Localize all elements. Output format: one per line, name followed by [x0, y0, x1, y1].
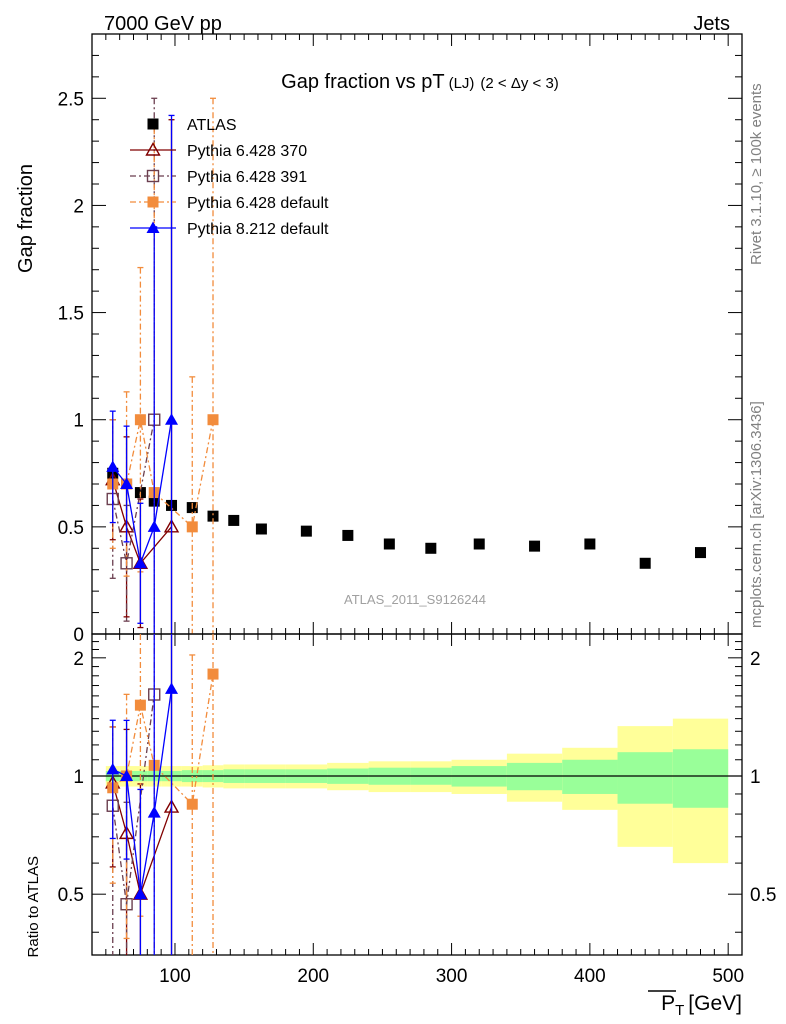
ratio-series-line — [112, 688, 173, 895]
series-point — [207, 414, 219, 426]
atlas-point — [425, 542, 437, 554]
header-right: Jets — [693, 13, 730, 35]
legend-label: Pythia 8.212 default — [187, 221, 329, 238]
x-tick-label: 200 — [297, 966, 329, 987]
ratio-series-0 — [105, 634, 180, 955]
series-point — [134, 414, 146, 426]
watermark: ATLAS_2011_S9126244 — [344, 592, 486, 607]
series-point — [106, 460, 120, 472]
ratio-tick-label: 2 — [73, 649, 84, 670]
legend-label: ATLAS — [187, 117, 237, 134]
legend-marker — [146, 221, 160, 233]
x-tick-label: 100 — [159, 966, 191, 987]
ratio-tick-label-right: 1 — [750, 767, 761, 788]
x-tick-label: 300 — [436, 966, 468, 987]
ratio-band-inner — [617, 752, 673, 804]
y-tick-label: 2 — [73, 196, 84, 217]
atlas-point — [473, 538, 485, 550]
ratio-point — [120, 769, 134, 782]
legend-marker — [147, 196, 159, 208]
x-tick-label: 400 — [574, 966, 606, 987]
ratio-point — [207, 668, 219, 680]
ratio-point — [186, 798, 198, 810]
ratio-band-inner — [672, 749, 729, 808]
series-point — [147, 520, 161, 532]
series-point — [186, 521, 198, 533]
ratio-point — [165, 682, 179, 694]
legend-marker — [146, 169, 160, 183]
atlas-point — [383, 538, 395, 550]
atlas-point — [639, 557, 651, 569]
x-axis-label-unit: [GeV] — [688, 992, 742, 1015]
legend-marker — [147, 118, 159, 130]
legend: ATLAS Pythia 6.428 370 Pythia 6.428 391 Pyt… — [130, 117, 329, 238]
series-point — [120, 557, 133, 570]
atlas-point — [342, 529, 354, 541]
x-axis-label-sub: T — [675, 1002, 684, 1019]
y-tick-label: 0.5 — [58, 518, 84, 539]
ratio-tick-label: 1 — [73, 767, 84, 788]
series-line — [112, 479, 173, 565]
y-axis-label: Gap fraction — [15, 164, 37, 273]
series-line — [112, 419, 214, 529]
x-axis-label: PT [GeV] — [661, 992, 742, 1019]
legend-label: Pythia 6.428 391 — [187, 169, 307, 186]
ratio-y-axis-label: Ratio to ATLAS — [25, 856, 42, 957]
rivet-label: Rivet 3.1.10, ≥ 100k events — [748, 83, 765, 265]
ratio-series-line — [112, 782, 173, 897]
ratio-band-inner — [562, 759, 618, 794]
atlas-point — [228, 514, 240, 526]
y-tick-label: 0 — [73, 625, 84, 646]
y-tick-label: 1.5 — [58, 304, 84, 325]
series-3 — [106, 114, 179, 634]
series-point — [133, 556, 147, 569]
ratio-frame — [91, 633, 743, 956]
ratio-series-1 — [106, 634, 161, 955]
y-tick-label: 2.5 — [58, 89, 84, 110]
ratio-point — [147, 806, 161, 818]
chart-title: Gap fraction vs pT (LJ) (2 < Δy < 3) — [281, 71, 559, 93]
series-1 — [106, 97, 161, 634]
atlas-point — [529, 540, 541, 552]
atlas-point — [695, 547, 707, 559]
legend-label: Pythia 6.428 370 — [187, 143, 307, 160]
ratio-point — [133, 887, 147, 900]
atlas-point — [255, 523, 267, 535]
y-tick-label: 1 — [73, 411, 84, 432]
series-point — [165, 413, 179, 425]
main-panel: 0 0.5 1 1.5 2 2.5 — [58, 33, 743, 955]
ratio-series-2 — [107, 634, 219, 955]
ratio-series-3 — [106, 634, 179, 955]
ratio-point — [106, 762, 120, 775]
x-tick-label: 500 — [712, 966, 744, 987]
ratio-panel: 100 200 300 400 500 0.5 0.5 1 1 2 2 — [58, 34, 776, 987]
series-point — [120, 477, 134, 489]
legend-marker — [145, 142, 161, 156]
ratio-tick-label: 0.5 — [58, 885, 84, 906]
legend-label: Pythia 6.428 default — [187, 195, 329, 212]
atlas-point — [584, 538, 596, 550]
header-left: 7000 GeV pp — [104, 13, 222, 35]
ratio-tick-label-right: 0.5 — [750, 885, 776, 906]
mcplots-label: mcplots.cern.ch [arXiv:1306.3436] — [748, 401, 765, 628]
series-0 — [105, 119, 180, 634]
x-axis-label-main: P — [661, 992, 675, 1015]
ratio-tick-label-right: 2 — [750, 649, 761, 670]
atlas-point — [300, 525, 312, 537]
ratio-point — [134, 699, 146, 711]
atlas-point — [207, 510, 219, 522]
